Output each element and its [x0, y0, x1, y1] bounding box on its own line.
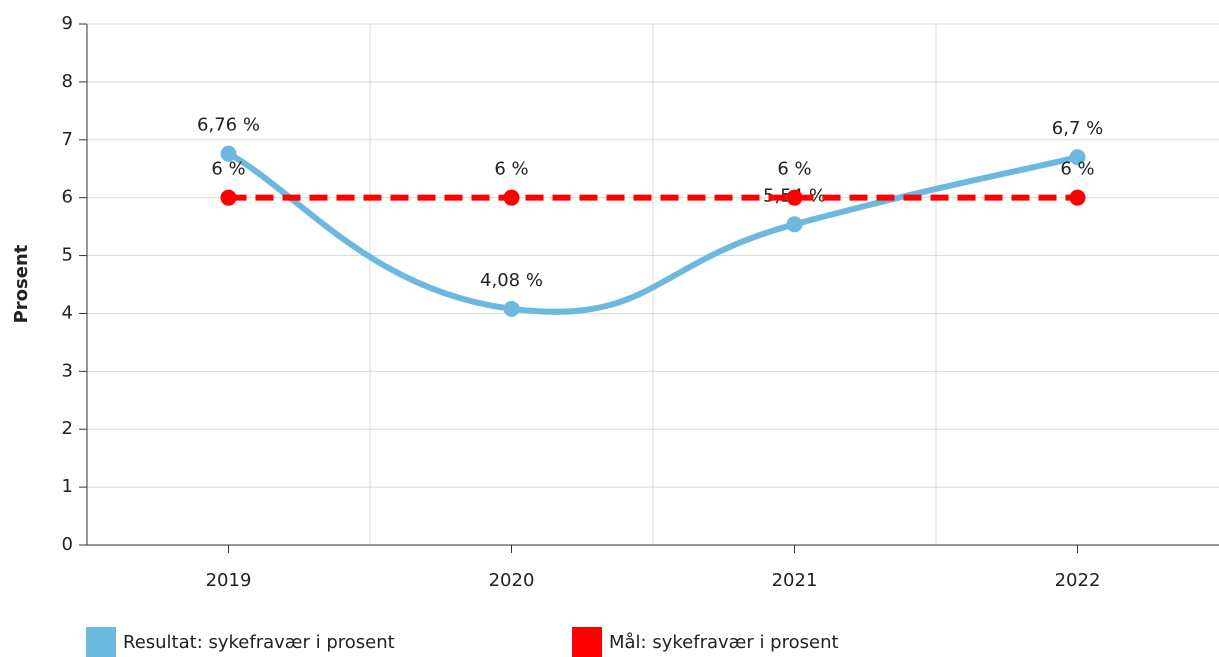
- y-tick-label: 9: [62, 13, 73, 34]
- y-tick-label: 7: [62, 129, 73, 150]
- y-tick-label: 6: [62, 187, 73, 208]
- data-point: [220, 189, 237, 206]
- data-label: 6,76 %: [197, 115, 260, 136]
- data-point: [503, 189, 520, 206]
- data-point: [1069, 189, 1086, 206]
- data-point: [503, 300, 520, 317]
- legend-swatch: [86, 627, 116, 657]
- series-line: [225, 150, 1081, 315]
- x-tick-label: 2020: [489, 570, 535, 591]
- data-label: 6 %: [494, 159, 528, 180]
- legend-swatch: [572, 627, 602, 657]
- data-point: [220, 145, 237, 162]
- y-tick-label: 0: [62, 534, 73, 555]
- y-tick-label: 5: [62, 245, 73, 266]
- data-label: 6,7 %: [1052, 118, 1103, 139]
- data-label: 4,08 %: [480, 270, 543, 291]
- y-tick-label: 1: [62, 476, 73, 497]
- y-axis-title: Prosent: [11, 244, 32, 323]
- y-tick-label: 3: [62, 360, 73, 381]
- y-tick-label: 4: [62, 302, 73, 323]
- data-point: [1069, 149, 1086, 166]
- y-tick-label: 2: [62, 418, 73, 439]
- data-label: 6 %: [777, 159, 811, 180]
- y-tick-label: 8: [62, 71, 73, 92]
- data-point: [786, 216, 803, 233]
- legend-label: Resultat: sykefravær i prosent: [123, 632, 395, 653]
- data-label: 6 %: [211, 159, 245, 180]
- data-point: [786, 189, 803, 206]
- data-label: 6 %: [1060, 159, 1094, 180]
- x-tick-label: 2022: [1055, 570, 1101, 591]
- legend-label: Mål: sykefravær i prosent: [609, 632, 839, 653]
- x-tick-label: 2019: [206, 570, 252, 591]
- x-tick-label: 2021: [772, 570, 818, 591]
